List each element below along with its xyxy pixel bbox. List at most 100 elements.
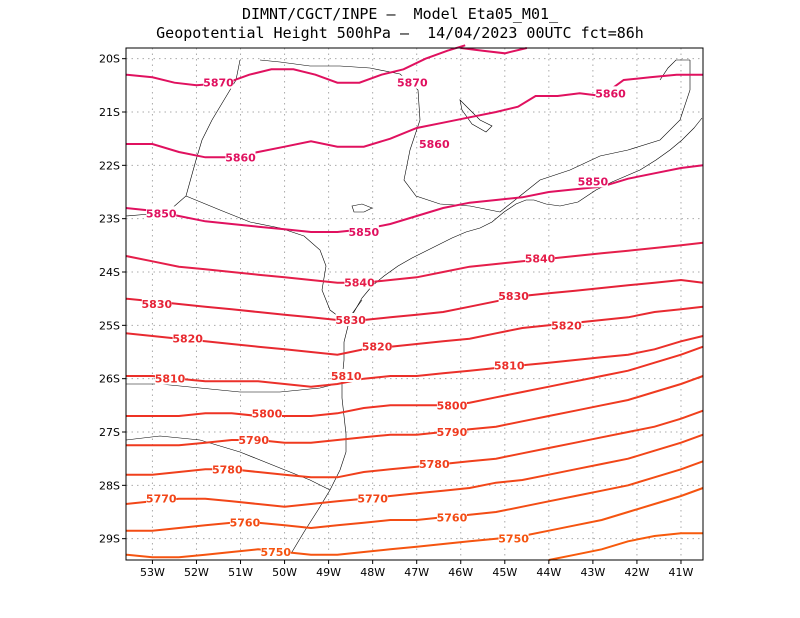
contour-label: 5800 <box>437 399 468 412</box>
chart-title-line1: DIMNT/CGCT/INPE – Model Eta05_M01_ <box>241 5 559 23</box>
state-border-mg-rj <box>499 60 691 213</box>
contour-label: 5760 <box>230 517 261 530</box>
lon-tick-label: 53W <box>140 566 165 579</box>
state-border-sp-mg <box>259 59 501 213</box>
contour-label: 5780 <box>419 458 450 471</box>
contour-5880 <box>460 47 528 55</box>
contour-5750 <box>125 487 704 559</box>
contour-5870 <box>125 44 466 87</box>
contour-label: 5750 <box>260 546 291 559</box>
lon-tick-label: 44W <box>536 566 561 579</box>
contour-label: 5810 <box>155 373 186 386</box>
contour-label-bg <box>225 150 256 164</box>
contour-label-bg <box>595 86 626 100</box>
state-border-sc-rs <box>125 435 331 491</box>
lon-tick-label: 51W <box>228 566 253 579</box>
contour-5790 <box>126 375 704 447</box>
coastline <box>371 117 703 287</box>
reservoir-2 <box>459 99 493 133</box>
contour-label-bg <box>146 491 177 505</box>
contour-label-bg <box>155 371 186 385</box>
contour-label: 5830 <box>498 290 529 303</box>
lon-tick-label: 52W <box>184 566 209 579</box>
contour-label-bg <box>212 462 243 476</box>
gridlines <box>126 48 703 560</box>
lon-tick-label: 42W <box>624 566 649 579</box>
reservoir-1 <box>351 203 373 213</box>
lon-tick-label: 48W <box>360 566 385 579</box>
contour-label: 5850 <box>146 207 177 220</box>
lon-tick-label: 49W <box>316 566 341 579</box>
contour-label: 5860 <box>225 151 256 164</box>
contour-label: 5860 <box>595 87 626 100</box>
contour-label-bg <box>229 515 260 529</box>
contour-label-bg <box>397 75 428 89</box>
contour-label: 5780 <box>212 463 243 476</box>
contour-label: 5860 <box>419 138 450 151</box>
contour-label-bg <box>238 433 269 446</box>
lat-tick-label: 28S <box>99 479 120 492</box>
lat-tick-label: 26S <box>99 373 120 386</box>
contour-label-bg <box>357 491 388 505</box>
contour-label-bg <box>419 457 450 470</box>
contour-label: 5820 <box>551 319 582 332</box>
contour-label: 5810 <box>494 359 525 372</box>
contour-label: 5840 <box>525 253 556 266</box>
lon-tick-label: 41W <box>669 566 694 579</box>
contour-label-bg <box>498 289 529 302</box>
lat-tick-label: 20S <box>99 53 120 66</box>
contour-5840 <box>125 241 704 284</box>
contour-label-bg <box>260 545 291 558</box>
geographic-boundaries <box>125 59 703 553</box>
plot-frame <box>125 47 704 561</box>
contour-label-bg <box>344 275 375 289</box>
latitude-axis: 20S 21S 22S 23S 24S 25S 26S 27S 28S 29S <box>99 53 126 546</box>
contour-label-bg <box>335 313 366 326</box>
contour-label: 5750 <box>498 533 529 546</box>
contour-label: 5830 <box>142 298 173 311</box>
lon-tick-label: 45W <box>492 566 517 579</box>
contour-label-bg <box>436 510 467 524</box>
contour-5810 <box>126 335 704 388</box>
contour-label-bg <box>498 531 529 545</box>
lat-tick-label: 22S <box>99 159 120 172</box>
contour-label-bg <box>436 398 467 412</box>
lat-tick-label: 25S <box>99 319 120 332</box>
contour-label: 5770 <box>357 493 388 506</box>
contour-label: 5830 <box>335 314 366 327</box>
contour-5770 <box>125 433 704 508</box>
lat-tick-label: 21S <box>99 106 120 119</box>
contour-5850 <box>125 164 704 233</box>
contour-5760 <box>126 460 704 532</box>
contour-label: 5840 <box>344 277 375 290</box>
lon-tick-label: 50W <box>272 566 297 579</box>
contour-label-bg <box>494 358 525 372</box>
contour-5800 <box>126 345 704 417</box>
contour-label: 5810 <box>331 370 362 383</box>
lon-tick-label: 47W <box>404 566 429 579</box>
contour-label: 5770 <box>146 493 177 506</box>
contour-label: 5870 <box>397 77 428 90</box>
contour-label: 5790 <box>238 434 269 447</box>
lat-tick-label: 29S <box>99 533 120 546</box>
lon-tick-label: 43W <box>580 566 605 579</box>
contour-label: 5760 <box>437 511 468 524</box>
lon-tick-label: 46W <box>448 566 473 579</box>
contour-label-bg <box>551 318 582 332</box>
lat-tick-label: 24S <box>99 266 120 279</box>
contour-label-bg <box>172 331 203 345</box>
height-contours: 5870 5870 5860 5860 5860 5850 5850 5850 5840 5840… <box>125 44 704 561</box>
contour-label: 5850 <box>349 226 380 239</box>
contour-label: 5850 <box>578 175 609 188</box>
lat-tick-label: 27S <box>99 426 120 439</box>
contour-5830 <box>125 278 704 321</box>
contour-label-bg <box>348 225 379 238</box>
contour-label-bg <box>525 251 556 265</box>
contour-5820 <box>125 305 704 356</box>
state-border-es <box>659 59 690 81</box>
lat-tick-label: 23S <box>99 213 120 226</box>
chart-title-line2: Geopotential Height 500hPa – 14/04/2023 … <box>156 24 644 42</box>
contour-label-bg <box>331 369 362 382</box>
contour-label: 5800 <box>252 407 283 420</box>
